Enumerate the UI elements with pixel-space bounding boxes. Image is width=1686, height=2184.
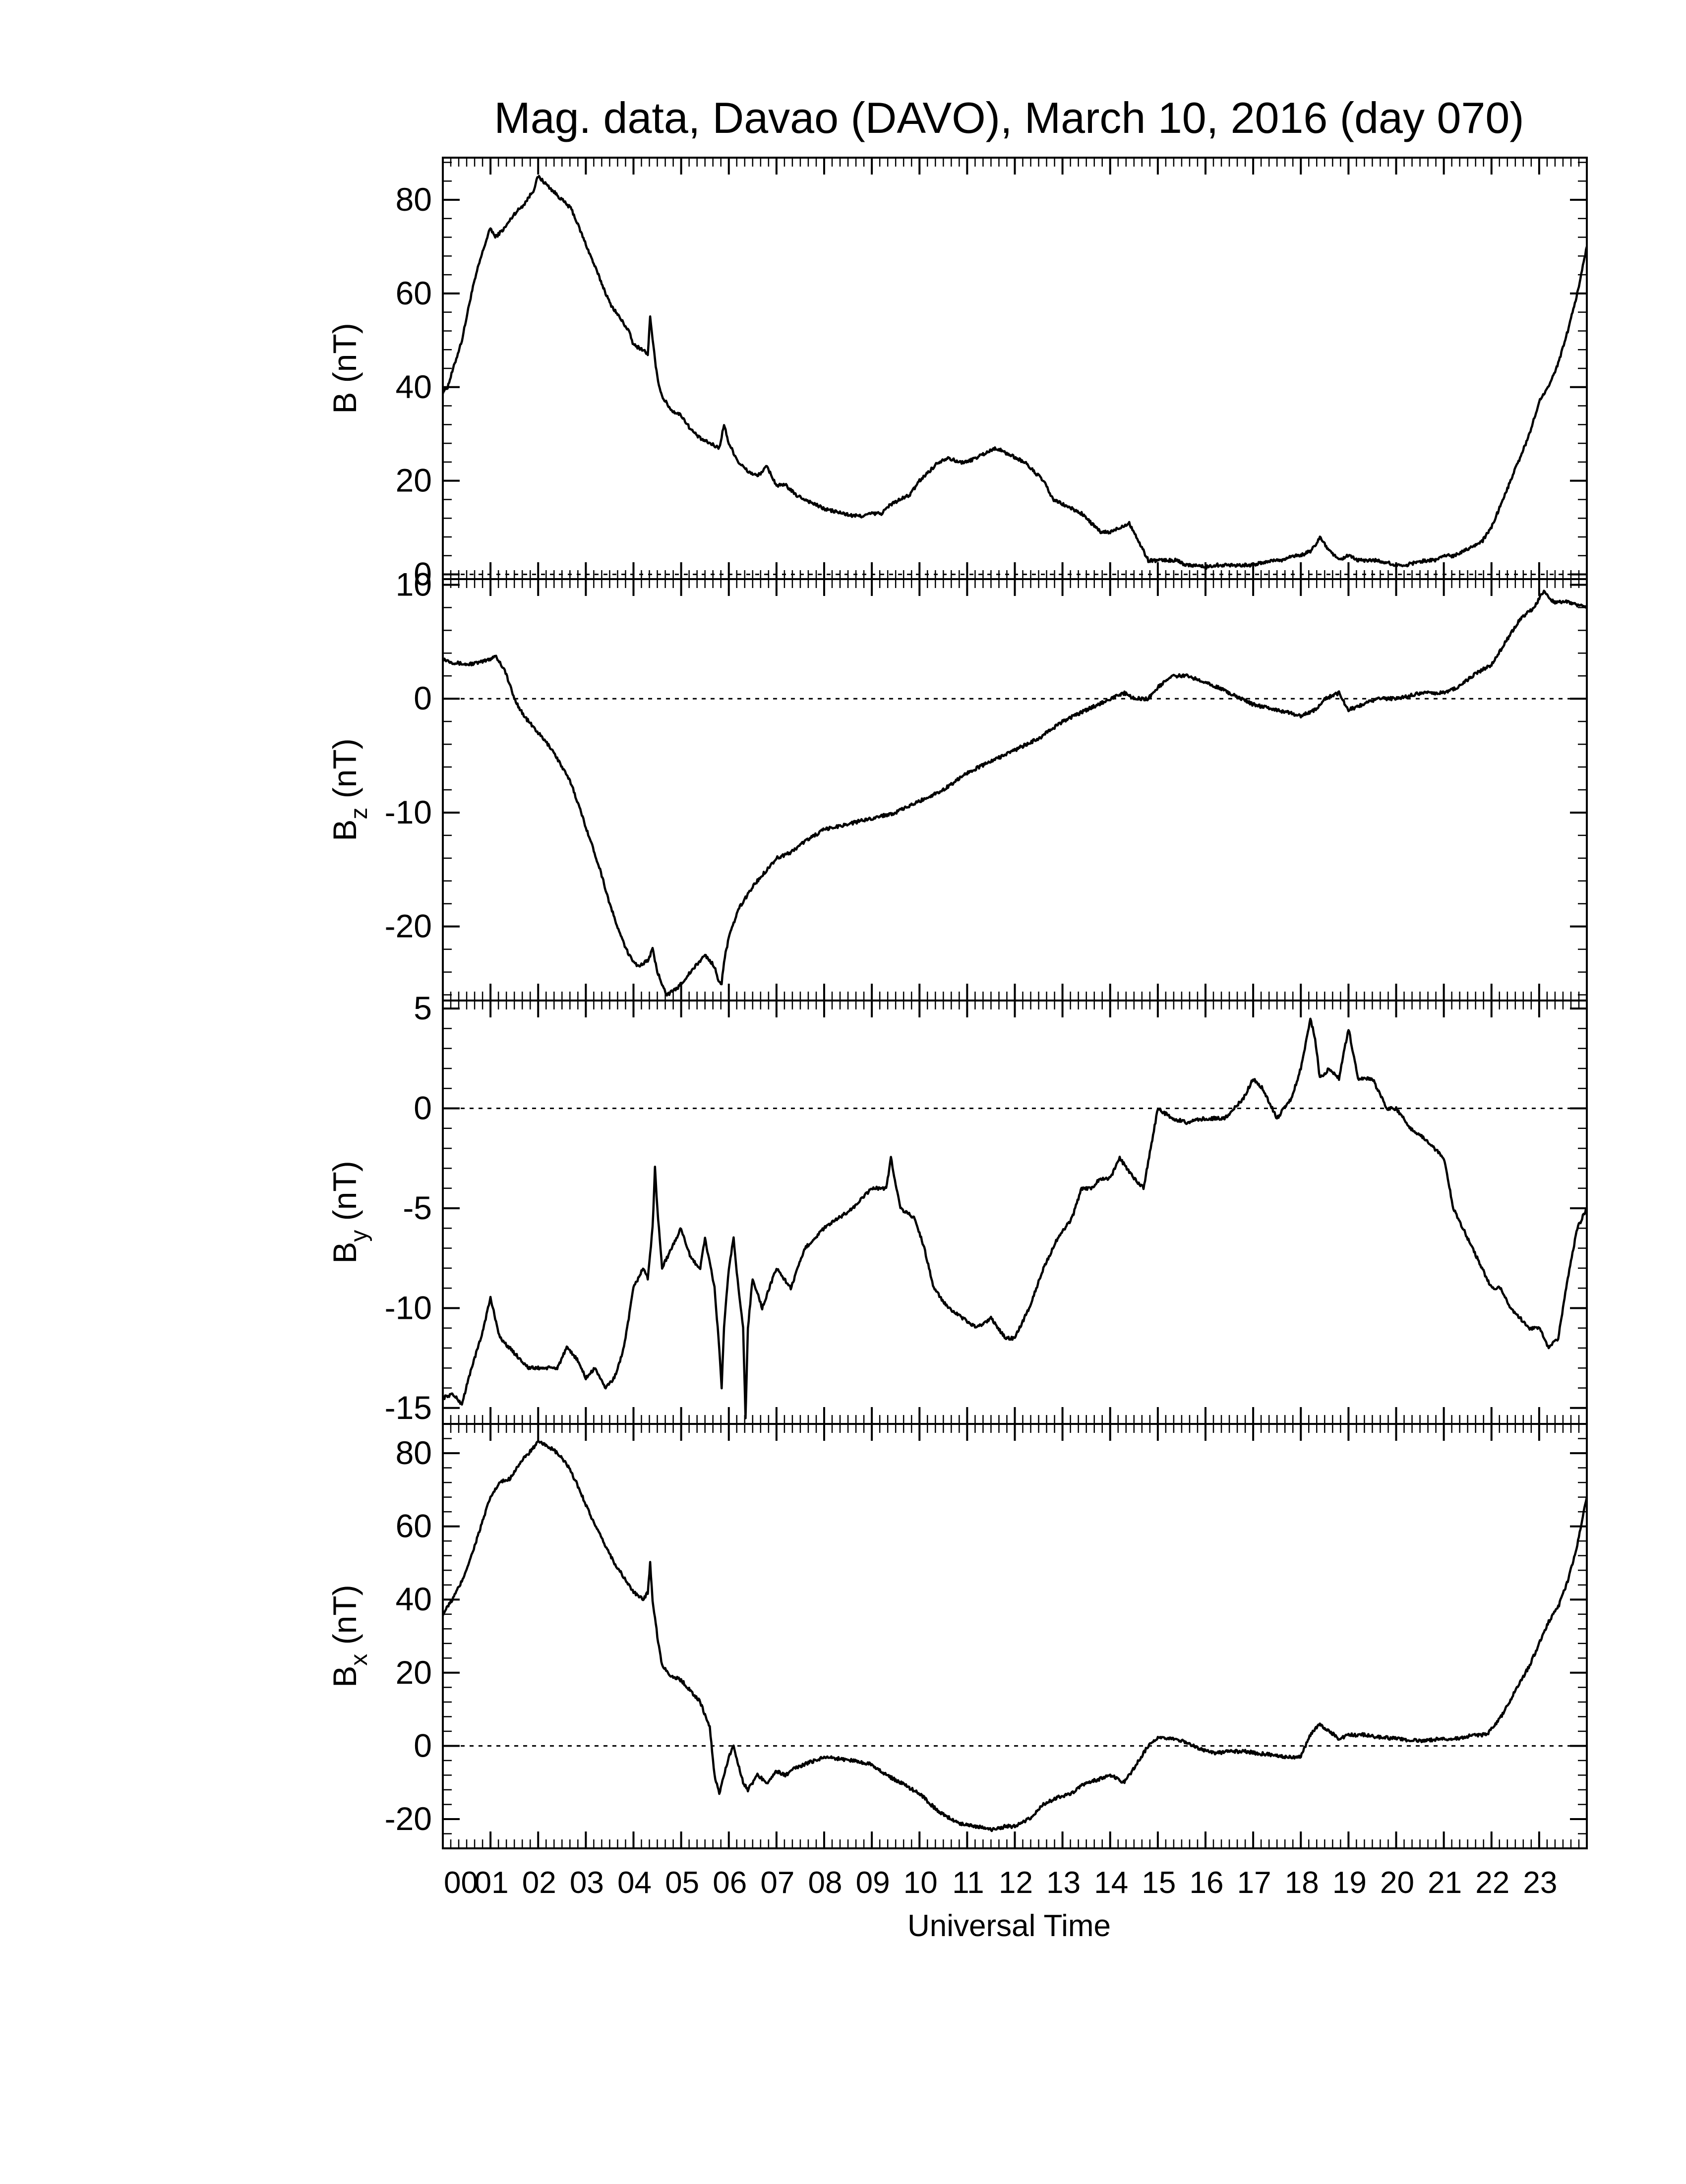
y-tick-label: 0	[414, 556, 432, 592]
panel-frame-Bx	[442, 1423, 1588, 1849]
y-tick-label: -20	[385, 1800, 432, 1837]
y-tick-label: -15	[385, 1389, 432, 1426]
x-tick-label: 03	[570, 1866, 604, 1900]
x-tick-label: 14	[1094, 1866, 1128, 1900]
x-tick-label: 23	[1523, 1866, 1557, 1900]
y-tick-label: -10	[385, 1289, 432, 1326]
y-axis-title-Bz: Bz (nT)	[326, 738, 372, 841]
y-tick-label: 80	[396, 1434, 432, 1471]
x-tick-label: 15	[1142, 1866, 1176, 1900]
x-tick-label: 17	[1237, 1866, 1271, 1900]
series-line-B	[443, 175, 1587, 570]
y-tick-label: -5	[403, 1189, 432, 1226]
y-tick-label: 0	[414, 680, 432, 716]
y-axis-title-Bx: Bx (nT)	[326, 1585, 372, 1687]
panel-B: 0 20 40 60 80 B (nT)	[326, 157, 1588, 592]
x-tick-label: 00	[444, 1866, 478, 1900]
panel-frame-B	[442, 157, 1588, 580]
x-tick-label: 20	[1380, 1866, 1414, 1900]
y-tick-label: 20	[396, 462, 432, 499]
y-tick-label: 0	[414, 1090, 432, 1126]
x-tick-label: 01	[475, 1866, 509, 1900]
y-axis-title-B: B (nT)	[326, 323, 363, 413]
series-line-Bz	[443, 590, 1587, 997]
y-tick-label: 80	[396, 181, 432, 218]
y-axis-title-By: By (nT)	[326, 1161, 372, 1263]
x-tick-label: 04	[617, 1866, 652, 1900]
y-tick-label: -10	[385, 794, 432, 830]
x-tick-label: 22	[1475, 1866, 1509, 1900]
panel-frame-Bz	[442, 578, 1588, 1002]
y-tick-label: 20	[396, 1654, 432, 1691]
y-tick-label: 60	[396, 1508, 432, 1544]
x-tick-label: 10	[903, 1866, 938, 1900]
x-tick-label: 11	[952, 1866, 984, 1900]
x-tick-label: 12	[999, 1866, 1033, 1900]
x-tick-label: 08	[808, 1866, 843, 1900]
y-tick-label: 10	[396, 566, 432, 602]
panel-frame-By	[442, 1000, 1588, 1425]
y-tick-label: 40	[396, 368, 432, 405]
x-tick-label: 18	[1285, 1866, 1319, 1900]
chart-title: Mag. data, Davao (DAVO), March 10, 2016 …	[494, 93, 1524, 142]
x-tick-label: 02	[522, 1866, 556, 1900]
series-line-Bx	[443, 1440, 1587, 1832]
x-tick-label: 16	[1190, 1866, 1224, 1900]
y-tick-label: 60	[396, 275, 432, 311]
x-tick-label: 19	[1332, 1866, 1367, 1900]
x-axis-title: Universal Time	[907, 1909, 1111, 1943]
panel-Bz: -20 -10 0 10 Bz (nT)	[326, 566, 1588, 1002]
y-tick-label: 40	[396, 1581, 432, 1617]
x-tick-label: 07	[760, 1866, 794, 1900]
y-tick-label: -20	[385, 908, 432, 944]
x-tick-label: 05	[665, 1866, 699, 1900]
x-tick-label: 09	[856, 1866, 890, 1900]
x-tick-label: 13	[1046, 1866, 1081, 1900]
x-tick-label: 21	[1428, 1866, 1462, 1900]
panel-Bx: -20 0 20 40 60 80 Bx (nT)	[326, 1423, 1588, 1849]
x-tick-label: 06	[713, 1866, 747, 1900]
y-tick-label: 5	[414, 990, 432, 1026]
series-line-By	[443, 1017, 1587, 1419]
panel-By: -15 -10 -5 0 5 By (nT)	[326, 990, 1588, 1426]
y-tick-label: 0	[414, 1727, 432, 1764]
